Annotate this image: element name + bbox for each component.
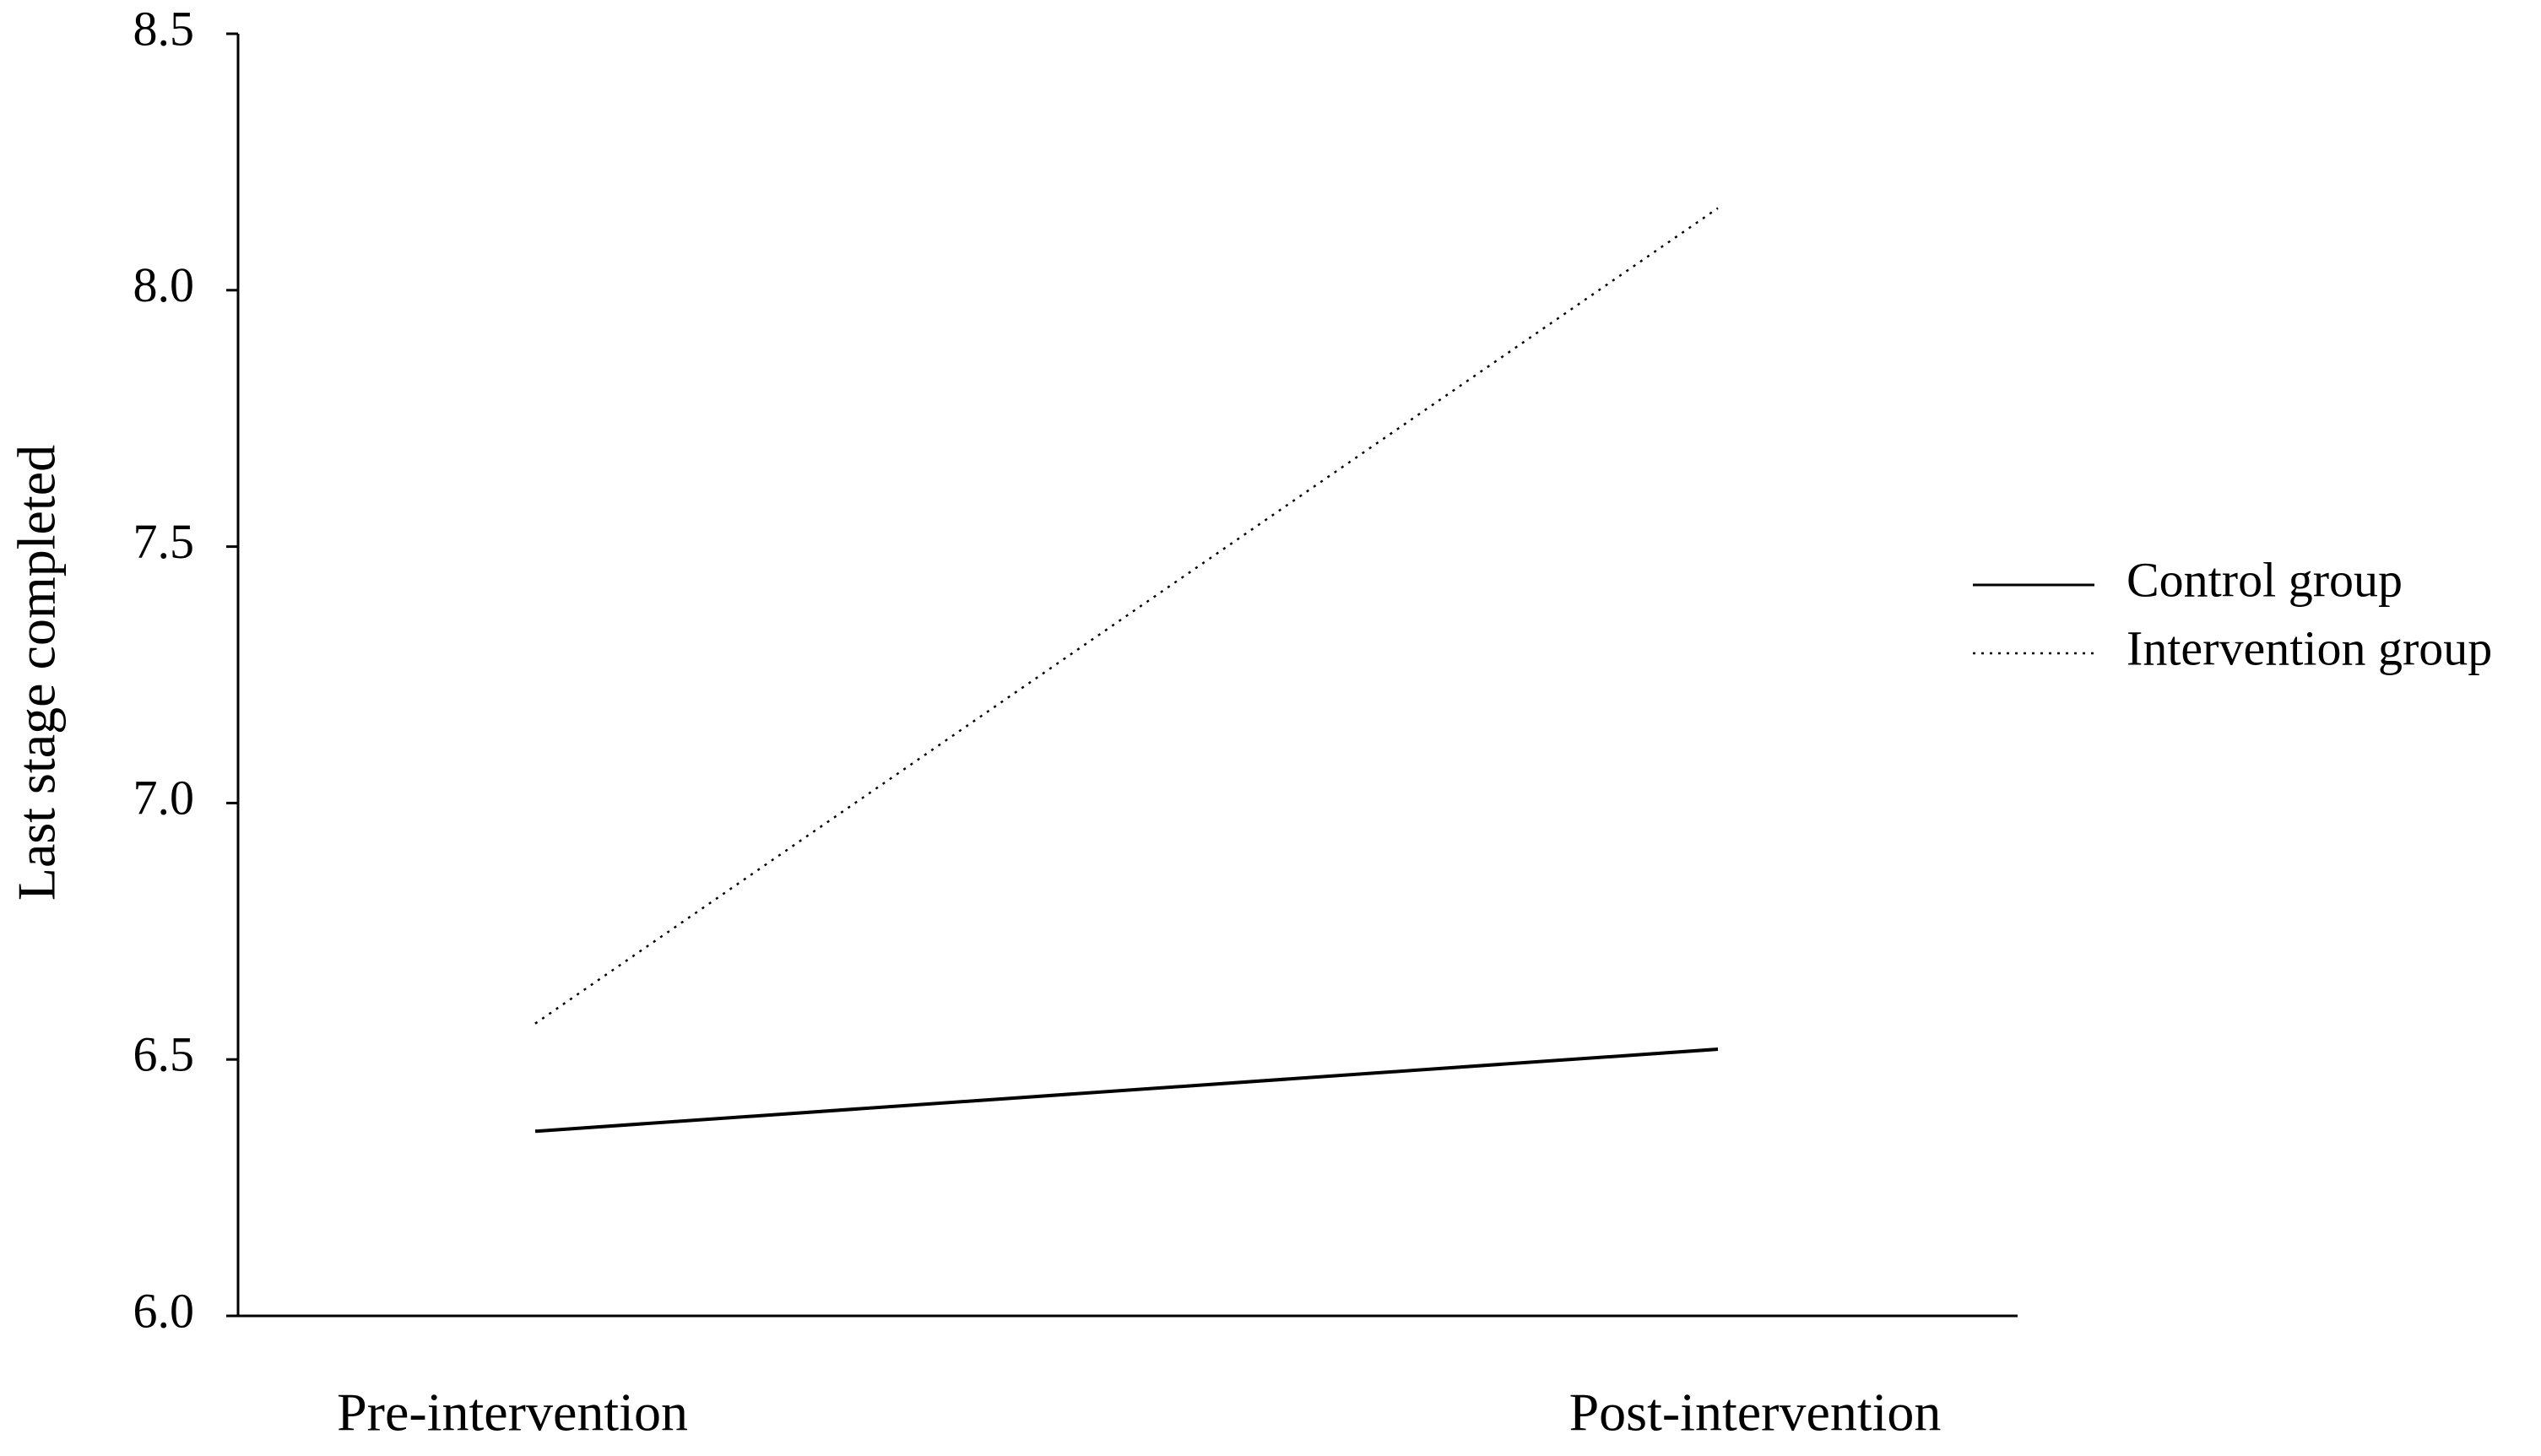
y-tick-label: 7.5: [133, 514, 195, 569]
y-tick-label: 7.0: [133, 771, 195, 825]
legend-label: Control group: [2127, 552, 2403, 607]
y-tick-label: 8.0: [133, 257, 195, 312]
legend-label: Intervention group: [2127, 620, 2492, 675]
series-line: [534, 207, 1719, 1025]
y-tick-label: 8.5: [133, 1, 195, 56]
x-tick-label: Pre-intervention: [337, 1383, 688, 1442]
y-tick-label: 6.5: [133, 1027, 195, 1082]
x-tick-label: Post-intervention: [1569, 1383, 1942, 1442]
series-line: [534, 1047, 1719, 1134]
y-axis-label: Last stage completed: [7, 445, 67, 901]
y-tick-label: 6.0: [133, 1283, 195, 1338]
